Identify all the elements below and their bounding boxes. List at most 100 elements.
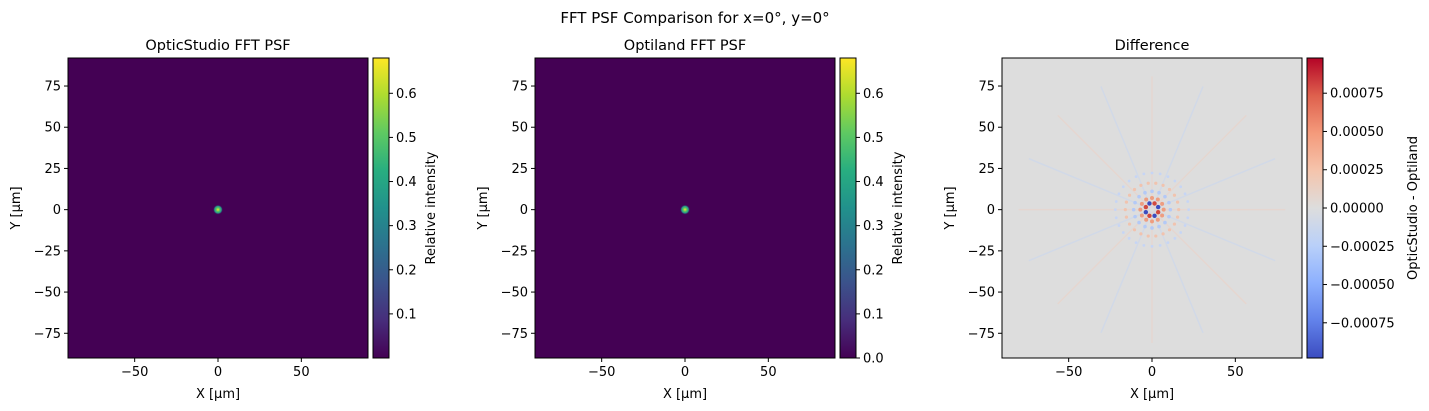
diff-speckle <box>1158 172 1162 176</box>
colorbar-tick-label: −0.00025 <box>1330 240 1395 255</box>
diff-speckle <box>1173 179 1177 183</box>
diff-speckle <box>1155 197 1160 202</box>
diff-speckle <box>1139 183 1143 187</box>
colorbar <box>839 57 857 359</box>
colorbar-ticks: 0.0 0.1 0.2 0.3 0.4 0.5 0.6 <box>856 87 884 367</box>
colorbar-label: Relative intensity <box>424 151 439 264</box>
diff-speckle <box>1158 243 1162 247</box>
diff-speckle <box>1117 224 1121 227</box>
x-tick-label: 50 <box>1227 365 1244 380</box>
y-tick-label: 0 <box>53 203 61 218</box>
colorbar-ticks: −0.00075 −0.00050 −0.00025 0.00000 0.00025 0.… <box>1323 87 1395 331</box>
diff-speckle <box>1168 207 1173 212</box>
y-tick-label: 75 <box>978 80 995 95</box>
y-axis-ticks: −75 −50 −25 0 25 50 75 <box>34 80 68 342</box>
colorbar-tick-label: −0.00075 <box>1330 316 1395 331</box>
diff-core <box>1147 213 1152 219</box>
diff-speckle <box>1167 214 1171 219</box>
y-tick-label: 50 <box>44 121 61 136</box>
diff-speckle <box>1179 231 1183 234</box>
diff-speckle <box>1138 207 1143 212</box>
y-axis-ticks: −75 −50 −25 0 25 50 75 <box>968 80 1002 342</box>
diff-streak <box>1151 209 1247 305</box>
colorbar-tick-label: 0.3 <box>863 219 884 234</box>
y-tick-label: −25 <box>34 244 61 259</box>
diff-streak <box>1151 208 1276 262</box>
panel-opticstudio-psf: OpticStudio FFT PSF −50 0 50 −75 −50 −25 0 25 5… <box>9 38 439 402</box>
y-tick-label: −25 <box>968 244 995 259</box>
diff-speckle <box>1183 224 1187 227</box>
diff-center <box>1149 207 1155 212</box>
diff-speckle <box>1124 215 1129 219</box>
y-axis-label: Y [µm] <box>9 186 24 230</box>
diff-core <box>1155 204 1161 210</box>
diff-speckle <box>1157 190 1161 195</box>
diff-streak <box>1057 209 1153 305</box>
diff-streak <box>1100 86 1153 210</box>
diff-speckle <box>1154 181 1158 185</box>
y-tick-label: 75 <box>44 80 61 95</box>
colorbar-tick-label: 0.2 <box>863 263 884 278</box>
x-axis-label: X [µm] <box>196 387 240 402</box>
diff-speckle <box>1114 200 1118 203</box>
diff-speckle <box>1187 208 1191 212</box>
diff-speckle <box>1143 224 1147 229</box>
diff-speckle <box>1132 228 1137 232</box>
figure-suptitle: FFT PSF Comparison for x=0°, y=0° <box>560 9 829 27</box>
diff-speckle <box>1163 194 1167 199</box>
y-tick-label: 0 <box>520 203 528 218</box>
x-tick-label: −50 <box>1055 365 1082 380</box>
y-tick-label: 75 <box>511 80 528 95</box>
diff-speckle <box>1161 183 1165 187</box>
diff-speckle <box>1163 220 1167 225</box>
x-tick-label: −50 <box>588 365 615 380</box>
y-tick-label: −75 <box>968 327 995 342</box>
diff-speckle <box>1134 175 1138 179</box>
diff-speckle <box>1175 200 1180 204</box>
colorbar-tick-label: 0.00025 <box>1330 163 1384 178</box>
colorbar-label: OpticStudio - Optiland <box>1406 136 1421 280</box>
diff-streak <box>1028 157 1153 211</box>
x-axis-ticks: −50 0 50 <box>121 358 310 380</box>
diff-speckle <box>1139 232 1143 236</box>
diff-speckle <box>1133 214 1137 219</box>
diff-speckle <box>1127 193 1132 197</box>
diff-speckle <box>1161 232 1165 236</box>
diff-speckle <box>1161 207 1166 212</box>
x-tick-label: 0 <box>214 365 222 380</box>
colorbar-tick-label: 0.1 <box>863 307 884 322</box>
y-tick-label: −50 <box>34 286 61 301</box>
diff-core <box>1152 201 1157 206</box>
diff-speckle <box>1139 201 1144 206</box>
colorbar-tick-label: 0.0 <box>863 352 884 367</box>
colorbar <box>1306 57 1324 359</box>
y-tick-label: 50 <box>978 121 995 136</box>
diff-speckle <box>1127 222 1132 226</box>
diff-streak <box>1151 86 1204 210</box>
panel-title: OpticStudio FFT PSF <box>145 38 290 54</box>
diff-streak <box>1100 209 1153 334</box>
y-tick-label: −75 <box>501 327 528 342</box>
colorbar <box>372 57 390 359</box>
diff-speckle <box>1172 222 1177 226</box>
x-tick-label: 50 <box>293 365 310 380</box>
y-axis-label: Y [µm] <box>943 186 958 230</box>
diff-speckle <box>1173 236 1177 240</box>
diff-speckle <box>1150 195 1154 200</box>
diff-speckle <box>1142 172 1146 176</box>
x-tick-label: −50 <box>121 365 148 380</box>
diff-speckle <box>1179 185 1183 189</box>
x-tick-label: 0 <box>1148 365 1156 380</box>
colorbar-ticks: 0.1 0.2 0.3 0.4 0.5 0.6 <box>389 87 417 322</box>
diff-speckle <box>1154 234 1158 238</box>
diff-streak <box>1151 114 1247 211</box>
x-tick-label: 0 <box>681 365 689 380</box>
diff-speckle <box>1167 200 1171 205</box>
x-axis-ticks: −50 0 50 <box>1055 358 1244 380</box>
diff-core <box>1147 201 1152 206</box>
colorbar-tick-label: 0.2 <box>396 263 417 278</box>
colorbar-tick-label: 0.1 <box>396 307 417 322</box>
diff-speckle <box>1144 217 1149 222</box>
diff-speckle <box>1123 208 1127 212</box>
diff-speckle <box>1137 220 1141 225</box>
